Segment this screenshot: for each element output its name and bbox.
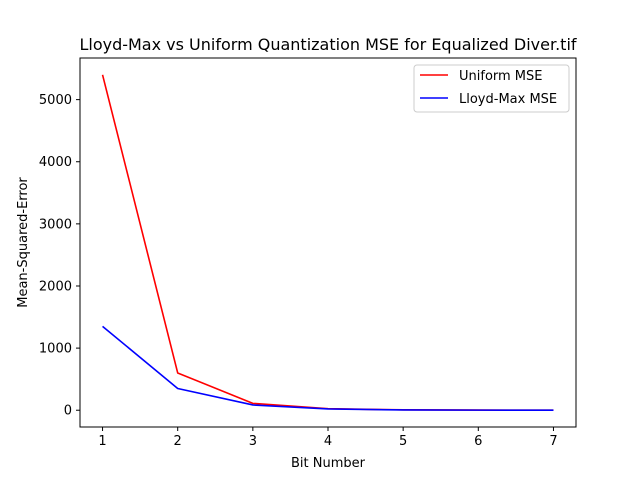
- axes-frame: [79, 57, 577, 428]
- legend-box: [413, 64, 570, 113]
- x-tick-label: 2: [174, 434, 182, 449]
- series-layer: [101, 74, 554, 412]
- legend-label-uniform-mse: Uniform MSE: [459, 69, 543, 84]
- x-axis-ticks: 1 2 3 4 5 6 7: [98, 427, 558, 449]
- plot-area: 1 2 3 4 5 6 7 0 1000 2000 3000 4000 5000: [39, 57, 577, 449]
- y-tick-label: 3000: [39, 217, 72, 232]
- legend: Uniform MSE Lloyd-Max MSE: [413, 64, 570, 113]
- y-tick-label: 2000: [39, 279, 72, 294]
- x-tick-label: 4: [324, 434, 332, 449]
- x-tick-label: 5: [399, 434, 407, 449]
- y-tick-label: 0: [64, 404, 72, 419]
- y-tick-label: 5000: [39, 93, 72, 108]
- series-line-lloyd-max-mse: [102, 325, 554, 412]
- y-tick-label: 4000: [39, 155, 72, 170]
- y-tick-label: 1000: [39, 342, 72, 357]
- axes-background: [80, 58, 576, 427]
- x-tick-label: 6: [474, 434, 482, 449]
- y-axis-label: Mean-Squared-Error: [16, 177, 31, 308]
- x-axis-label: Bit Number: [291, 456, 366, 471]
- x-tick-label: 7: [549, 434, 557, 449]
- legend-label-lloyd-max-mse: Lloyd-Max MSE: [459, 92, 557, 107]
- chart-title: Lloyd-Max vs Uniform Quantization MSE fo…: [79, 35, 576, 54]
- x-tick-label: 3: [249, 434, 257, 449]
- x-tick-label: 1: [98, 434, 106, 449]
- y-axis-ticks: 0 1000 2000 3000 4000 5000: [39, 93, 80, 419]
